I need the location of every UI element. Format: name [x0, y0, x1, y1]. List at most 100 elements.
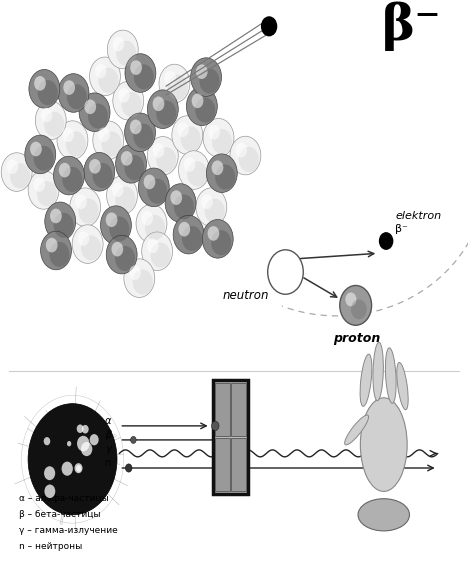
- Circle shape: [199, 68, 219, 94]
- Circle shape: [59, 163, 71, 177]
- Circle shape: [159, 64, 190, 103]
- Circle shape: [34, 146, 54, 171]
- Circle shape: [215, 164, 235, 190]
- Text: α – альфа-частицы: α – альфа-частицы: [19, 494, 109, 503]
- Circle shape: [170, 190, 182, 205]
- Circle shape: [345, 292, 357, 307]
- Circle shape: [182, 226, 202, 251]
- Circle shape: [129, 266, 141, 280]
- Bar: [213, 380, 248, 494]
- Circle shape: [190, 58, 221, 97]
- Circle shape: [235, 143, 247, 157]
- Circle shape: [132, 270, 153, 295]
- Circle shape: [351, 300, 367, 319]
- Circle shape: [58, 74, 89, 112]
- Circle shape: [81, 235, 101, 260]
- Bar: [231, 383, 246, 436]
- Circle shape: [98, 128, 110, 142]
- Circle shape: [107, 176, 138, 215]
- Circle shape: [28, 404, 117, 515]
- Circle shape: [177, 122, 189, 137]
- Text: neutron: neutron: [223, 289, 269, 302]
- Circle shape: [63, 80, 75, 95]
- Circle shape: [57, 121, 88, 160]
- Circle shape: [147, 90, 178, 129]
- Circle shape: [178, 222, 190, 236]
- Circle shape: [124, 113, 155, 152]
- Circle shape: [196, 64, 208, 79]
- Circle shape: [203, 118, 234, 157]
- Circle shape: [118, 88, 130, 102]
- Circle shape: [106, 212, 117, 227]
- Circle shape: [74, 463, 82, 473]
- Ellipse shape: [344, 415, 369, 445]
- Circle shape: [187, 161, 207, 187]
- Text: β⁻: β⁻: [395, 224, 409, 235]
- Circle shape: [195, 98, 215, 123]
- Circle shape: [192, 94, 204, 108]
- Circle shape: [38, 80, 58, 105]
- Text: n – нейтроны: n – нейтроны: [19, 542, 82, 550]
- Circle shape: [62, 128, 74, 142]
- Circle shape: [121, 151, 132, 166]
- Circle shape: [147, 239, 159, 253]
- Circle shape: [201, 194, 213, 209]
- Circle shape: [168, 75, 188, 100]
- Ellipse shape: [386, 348, 396, 403]
- Circle shape: [25, 135, 56, 174]
- Circle shape: [110, 216, 129, 242]
- Circle shape: [77, 231, 89, 246]
- Circle shape: [141, 211, 153, 225]
- Circle shape: [156, 101, 176, 126]
- Circle shape: [268, 250, 303, 294]
- Circle shape: [45, 202, 76, 240]
- Circle shape: [76, 465, 81, 472]
- Text: β: β: [105, 430, 111, 441]
- Ellipse shape: [360, 354, 372, 407]
- Circle shape: [186, 87, 217, 126]
- Circle shape: [84, 153, 115, 191]
- Circle shape: [46, 238, 58, 253]
- Circle shape: [164, 71, 176, 85]
- Circle shape: [147, 136, 178, 175]
- Circle shape: [107, 30, 138, 69]
- Text: γ – гамма-излучение: γ – гамма-излучение: [19, 526, 117, 535]
- Circle shape: [30, 142, 42, 156]
- Circle shape: [212, 160, 223, 175]
- Circle shape: [124, 155, 145, 180]
- Text: proton: proton: [333, 332, 380, 345]
- Circle shape: [67, 441, 71, 446]
- Circle shape: [81, 442, 92, 456]
- Circle shape: [144, 174, 155, 190]
- Circle shape: [131, 436, 136, 443]
- Circle shape: [262, 17, 277, 36]
- Circle shape: [113, 81, 144, 120]
- Circle shape: [147, 178, 167, 204]
- Circle shape: [1, 153, 32, 191]
- Circle shape: [102, 132, 122, 157]
- Circle shape: [53, 156, 84, 195]
- Circle shape: [50, 209, 62, 223]
- Circle shape: [75, 194, 87, 209]
- Circle shape: [122, 92, 142, 117]
- Text: elektron: elektron: [395, 211, 442, 222]
- Circle shape: [380, 233, 393, 249]
- Circle shape: [133, 123, 154, 149]
- Circle shape: [202, 219, 233, 258]
- Circle shape: [62, 462, 73, 476]
- Circle shape: [37, 181, 57, 207]
- Circle shape: [125, 464, 132, 472]
- Circle shape: [41, 108, 52, 122]
- Circle shape: [88, 104, 108, 129]
- Circle shape: [212, 129, 232, 154]
- Circle shape: [53, 213, 73, 238]
- Circle shape: [93, 121, 124, 160]
- Circle shape: [7, 159, 18, 174]
- Circle shape: [70, 188, 101, 226]
- Circle shape: [29, 70, 60, 108]
- Circle shape: [174, 194, 194, 219]
- Circle shape: [84, 99, 96, 114]
- Circle shape: [153, 97, 164, 111]
- Circle shape: [77, 425, 84, 433]
- Text: β⁻: β⁻: [382, 2, 442, 51]
